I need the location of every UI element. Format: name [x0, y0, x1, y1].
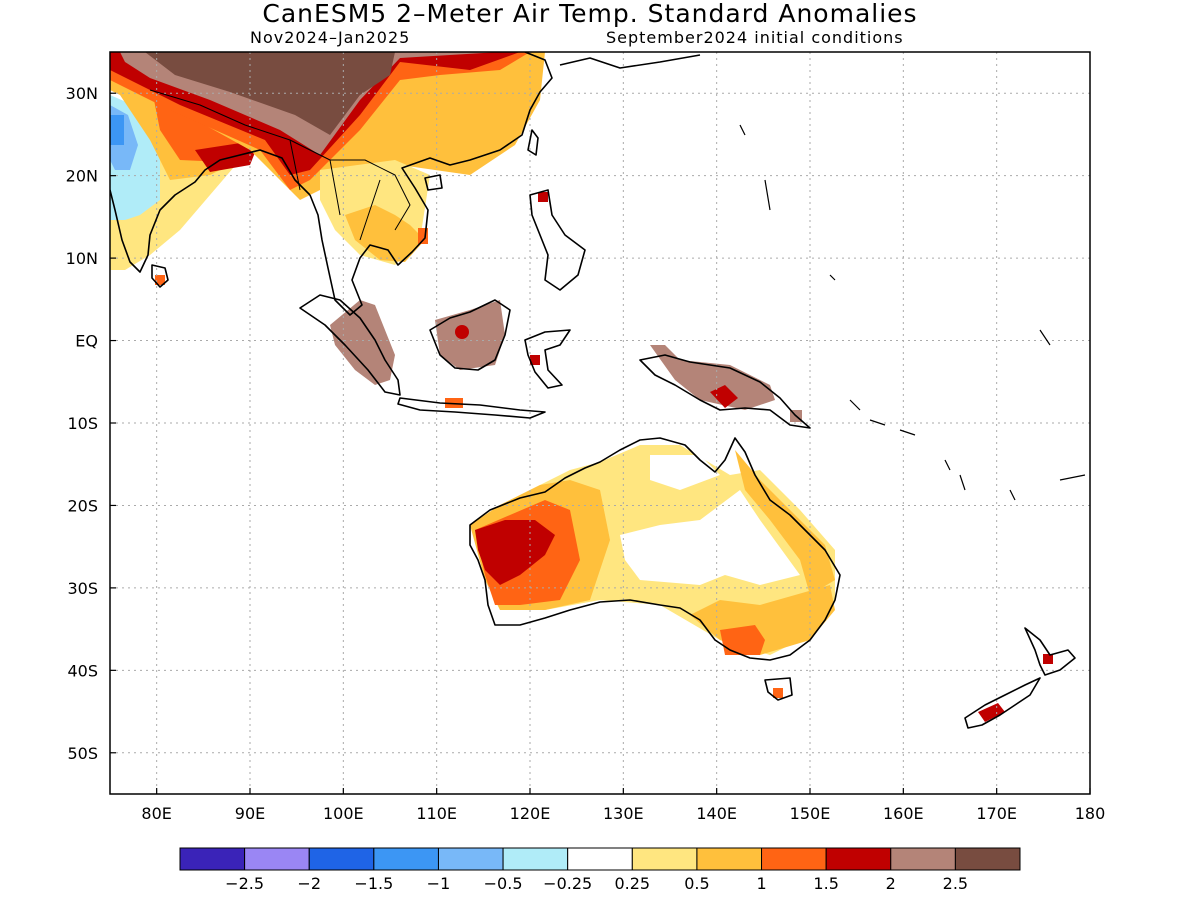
- colorbar-swatch: [761, 847, 827, 871]
- coastline-philippines: [529, 189, 586, 291]
- gridlines: [110, 52, 1091, 794]
- colorbar-swatch: [244, 847, 310, 871]
- map-frame-bg: [110, 52, 1090, 794]
- lon-tick-label: 140E: [696, 804, 737, 823]
- coastline-tasmania: [764, 677, 793, 701]
- coastline-srilanka: [151, 264, 169, 288]
- colorbar-label: −1.5: [354, 874, 393, 893]
- anomaly-region-nz-south: [978, 703, 1005, 722]
- colorbar-label: 1.5: [813, 874, 838, 893]
- colorbar-label: 1: [756, 874, 766, 893]
- coastline-taiwan: [527, 129, 539, 156]
- colorbar-swatch: [567, 847, 633, 871]
- anomaly-region-australia-se-orange: [720, 625, 765, 655]
- anomaly-region-bengal-red: [195, 140, 260, 172]
- anomaly-cell-srilanka: [155, 275, 165, 285]
- anomaly-cell-sulawesi: [530, 355, 540, 365]
- anomaly-cell-nz-north: [1043, 654, 1053, 664]
- lat-tick-label: 40S: [67, 661, 98, 680]
- lat-tick-label: 30N: [66, 84, 98, 103]
- coastline-nz-north: [1024, 627, 1076, 676]
- anomaly-cell-tasmania: [773, 688, 783, 698]
- anomaly-region-sumatra: [330, 300, 395, 385]
- coastline-india: [110, 149, 311, 273]
- lat-tick-label: 30S: [67, 579, 98, 598]
- colorbar-label: 2: [886, 874, 896, 893]
- colorbar-label: −1: [427, 874, 451, 893]
- coastline-pacific-islands: [739, 124, 1086, 501]
- colorbar-label: 0.25: [614, 874, 650, 893]
- anomaly-cell-indochina-orange: [418, 228, 428, 244]
- lon-tick-label: 110E: [416, 804, 457, 823]
- lat-tick-label: 20N: [66, 167, 98, 186]
- longitude-axis: 80E 90E 100E 110E 120E 130E 140E 150E 160E 170E 18…: [141, 788, 1105, 823]
- anomaly-region-australia-north-neutral: [650, 455, 720, 490]
- coastline-java: [397, 397, 546, 419]
- lon-tick-label: 90E: [235, 804, 265, 823]
- colorbar-label: 0.5: [684, 874, 709, 893]
- coastline-borneo: [429, 299, 511, 371]
- coastlines: [110, 52, 1086, 729]
- colorbar-label: −0.25: [543, 874, 592, 893]
- anomaly-region-indochina-warm: [345, 205, 425, 262]
- coastline-sumatra: [299, 294, 401, 396]
- lon-tick-label: 180: [1075, 804, 1106, 823]
- coastline-indochina: [309, 52, 553, 316]
- coastline-nz-south: [964, 677, 1041, 729]
- initial-conditions: September2024 initial conditions: [606, 28, 904, 47]
- colorbar-swatch: [373, 847, 439, 871]
- colorbar-label: −2: [297, 874, 321, 893]
- lat-tick-label: 50S: [67, 744, 98, 763]
- anomaly-cell-india-blue: [110, 115, 124, 145]
- colorbar-swatch: [631, 847, 698, 871]
- coastline-border-interior: [149, 89, 411, 241]
- lon-tick-label: 170E: [976, 804, 1017, 823]
- map-title: CanESM5 2–Meter Air Temp. Standard Anoma…: [262, 0, 918, 28]
- coastline-hainan: [424, 174, 443, 191]
- anomaly-region-newguinea-red: [710, 385, 738, 408]
- colorbar-swatch: [890, 847, 956, 871]
- lon-tick-label: 160E: [883, 804, 924, 823]
- colorbar-swatch: [179, 847, 246, 871]
- latitude-axis: 30N 20N 10N EQ 10S 20S 30S 40S 50S: [66, 84, 116, 763]
- coastline-australia: [469, 437, 841, 661]
- lon-tick-label: 80E: [141, 804, 171, 823]
- anomaly-region-australia-east-warm: [735, 450, 835, 595]
- coastline-japan: [559, 54, 701, 69]
- colorbar-swatch: [437, 847, 504, 871]
- lat-tick-label: 20S: [67, 496, 98, 515]
- lon-tick-label: 130E: [603, 804, 644, 823]
- colorbar-swatch: [502, 847, 569, 871]
- colorbar-swatch: [696, 847, 763, 871]
- coastline-newguinea: [639, 354, 811, 429]
- lat-tick-label: EQ: [75, 332, 98, 351]
- forecast-period: Nov2024–Jan2025: [250, 28, 411, 47]
- lat-tick-label: 10N: [66, 249, 98, 268]
- colorbar-swatch: [954, 847, 1021, 871]
- anomaly-region-newguinea: [650, 345, 775, 410]
- colorbar-label: −0.5: [484, 874, 523, 893]
- colorbar-swatch: [825, 847, 892, 871]
- colorbar-label: 2.5: [943, 874, 968, 893]
- colorbar-label: −2.5: [225, 874, 264, 893]
- anomaly-region-tibet-brown: [145, 52, 395, 135]
- anomaly-region-australia-neutral: [620, 490, 800, 585]
- colorbar: −2.5 −2 −1.5 −1 −0.5 −0.25 0.25 0.5 1 1.5 2 2.5: [179, 847, 1021, 893]
- anomaly-cell-borneo-red: [455, 325, 469, 339]
- coastline-sulawesi: [524, 329, 571, 389]
- lon-tick-label: 150E: [790, 804, 831, 823]
- anomaly-region-australia-west-red: [475, 520, 555, 585]
- lon-tick-label: 100E: [323, 804, 364, 823]
- lat-tick-label: 10S: [67, 414, 98, 433]
- anomaly-cell-luzon: [538, 192, 548, 202]
- lon-tick-label: 120E: [510, 804, 551, 823]
- anomaly-shading: [110, 52, 1053, 722]
- colorbar-swatch: [308, 847, 375, 871]
